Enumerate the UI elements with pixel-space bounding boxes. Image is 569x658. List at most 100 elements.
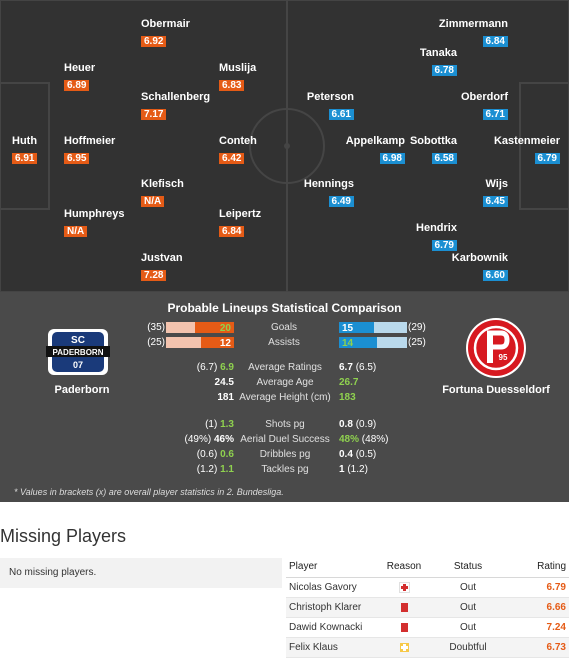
player-name: Huth — [12, 135, 38, 147]
home-goals-overall: (35) — [147, 322, 165, 333]
away-team-name[interactable]: Fortuna Duesseldorf — [442, 384, 550, 396]
away-average-height: 183 — [339, 392, 356, 403]
column-header-rating[interactable]: Rating — [506, 555, 569, 578]
home-player-muslija[interactable]: Muslija 6.83 — [219, 62, 256, 93]
away-player-zimmermann[interactable]: Zimmermann 6.84 — [439, 18, 508, 49]
svg-text:PADERBORN: PADERBORN — [53, 348, 104, 357]
home-player-leipertz[interactable]: Leipertz 6.84 — [219, 208, 261, 239]
home-aerial-duel: (49%) 46% — [184, 434, 234, 445]
average-ratings-row: (6.7) 6.9 Average Ratings 6.7 (6.5) — [0, 361, 569, 375]
home-average-age: 24.5 — [214, 377, 234, 388]
pitch: Obermair 6.92 Heuer 6.89 Muslija 6.83 Sc… — [0, 0, 569, 292]
home-player-obermair[interactable]: Obermair 6.92 — [141, 18, 190, 49]
player-rating: 6.84 — [482, 36, 508, 47]
paderborn-crest-icon: SC PADERBORN 07 — [46, 329, 110, 375]
home-player-hoffmeier[interactable]: Hoffmeier 6.95 — [64, 135, 115, 166]
home-player-huth[interactable]: Huth 6.91 — [12, 135, 38, 166]
dribbles-pg-row: (0.6) 0.6 Dribbles pg 0.4 (0.5) — [0, 448, 569, 462]
player-name: Hennings — [303, 178, 354, 190]
away-player-hennings[interactable]: Hennings 6.49 — [304, 178, 354, 209]
missing-player-name[interactable]: Christoph Klarer — [286, 597, 378, 618]
column-header-status[interactable]: Status — [430, 555, 506, 578]
player-rating: 6.61 — [328, 109, 354, 120]
player-rating: 6.91 — [12, 153, 38, 164]
red-card-icon[interactable] — [400, 602, 408, 612]
player-name: Muslija — [219, 62, 257, 74]
table-row: Christoph Klarer Out 6.66 — [286, 597, 569, 618]
missing-players-title: Missing Players — [0, 526, 127, 546]
home-average-height: 181 — [217, 392, 234, 403]
missing-player-name[interactable]: Dawid Kownacki — [286, 617, 378, 638]
no-missing-players-text: No missing players. — [9, 567, 97, 578]
home-goals-value: 20 — [219, 323, 231, 334]
player-name: Heuer — [64, 62, 96, 74]
missing-player-name[interactable]: Felix Klaus — [286, 637, 378, 658]
player-name: Oberdorf — [460, 91, 508, 103]
away-average-rating: 6.7 (6.5) — [339, 362, 377, 373]
missing-rating: 7.24 — [506, 617, 569, 638]
player-rating: 6.83 — [219, 80, 245, 91]
away-player-wijs[interactable]: Wijs 6.45 — [482, 178, 508, 209]
home-team-name[interactable]: Paderborn — [54, 384, 110, 396]
home-player-humphreys[interactable]: Humphreys N/A — [64, 208, 125, 239]
column-header-player[interactable]: Player — [286, 555, 378, 578]
away-player-hendrix[interactable]: Hendrix 6.79 — [416, 222, 457, 253]
fortuna-crest-icon: 95 — [466, 318, 526, 378]
home-missing-players-box: No missing players. — [0, 558, 282, 588]
player-name: Zimmermann — [438, 18, 508, 30]
aerial-duel-label: Aerial Duel Success — [240, 434, 330, 445]
player-rating: 6.79 — [534, 153, 560, 164]
stats-footnote: * Values in brackets (x) are overall pla… — [14, 487, 284, 497]
player-rating: 6.58 — [431, 153, 457, 164]
dribbles-pg-label: Dribbles pg — [259, 449, 311, 460]
home-assists-bar: 12 — [166, 337, 234, 349]
home-player-conteh[interactable]: Conteh 6.42 — [219, 135, 257, 166]
player-rating: 6.98 — [379, 153, 405, 164]
away-player-sobottka[interactable]: Sobottka 6.58 — [410, 135, 457, 166]
table-row: Dawid Kownacki Out 7.24 — [286, 617, 569, 638]
aerial-duel-row: (49%) 46% Aerial Duel Success 48% (48%) — [0, 433, 569, 447]
away-dribbles-pg: 0.4 (0.5) — [339, 449, 377, 460]
player-rating: 6.79 — [431, 240, 457, 251]
stats-comparison-title: Probable Lineups Statistical Comparison — [167, 301, 402, 315]
away-player-appelkamp[interactable]: Appelkamp 6.98 — [346, 135, 405, 166]
average-height-row: 181 Average Height (cm) 183 — [0, 391, 569, 405]
home-player-justvan[interactable]: Justvan 7.28 — [141, 252, 183, 283]
average-ratings-label: Average Ratings — [248, 362, 322, 373]
away-player-kastenmeier[interactable]: Kastenmeier 6.79 — [494, 135, 560, 166]
injury-icon[interactable] — [398, 581, 410, 593]
player-name: Sobottka — [409, 135, 457, 147]
player-rating: 6.95 — [64, 153, 90, 164]
away-player-karbownik[interactable]: Karbownik 6.60 — [452, 252, 508, 283]
column-header-reason[interactable]: Reason — [378, 555, 430, 578]
player-rating: 7.17 — [141, 109, 167, 120]
table-header-row: Player Reason Status Rating — [286, 555, 569, 578]
goals-label: Goals — [270, 322, 298, 333]
away-goals-overall: (29) — [408, 322, 426, 333]
average-height-label: Average Height (cm) — [239, 392, 331, 403]
away-average-age: 26.7 — [339, 377, 359, 388]
home-average-rating: (6.7) 6.9 — [196, 362, 234, 373]
player-name: Leipertz — [219, 208, 262, 220]
player-rating: 6.78 — [431, 65, 457, 76]
home-player-schallenberg[interactable]: Schallenberg 7.17 — [141, 91, 210, 122]
player-rating: 6.89 — [64, 80, 90, 91]
doubtful-icon[interactable] — [399, 642, 409, 652]
away-player-oberdorf[interactable]: Oberdorf 6.71 — [461, 91, 508, 122]
home-dribbles-pg: (0.6) 0.6 — [196, 449, 234, 460]
away-assists-fill — [339, 337, 378, 348]
red-card-icon[interactable] — [400, 622, 408, 632]
home-shots-pg: (1) 1.3 — [205, 419, 234, 430]
away-player-tanaka[interactable]: Tanaka 6.78 — [420, 47, 457, 78]
home-player-heuer[interactable]: Heuer 6.89 — [64, 62, 95, 93]
player-rating: 6.60 — [482, 270, 508, 281]
away-player-peterson[interactable]: Peterson 6.61 — [307, 91, 354, 122]
away-assists-value: 14 — [342, 338, 354, 349]
table-row: Nicolas Gavory Out 6.79 — [286, 577, 569, 598]
away-goals-bar: 15 — [339, 322, 407, 334]
missing-player-name[interactable]: Nicolas Gavory — [286, 577, 378, 598]
missing-rating: 6.79 — [506, 577, 569, 598]
player-name: Appelkamp — [345, 135, 405, 147]
home-player-klefisch[interactable]: Klefisch N/A — [141, 178, 184, 209]
away-assists-overall: (25) — [408, 337, 426, 348]
